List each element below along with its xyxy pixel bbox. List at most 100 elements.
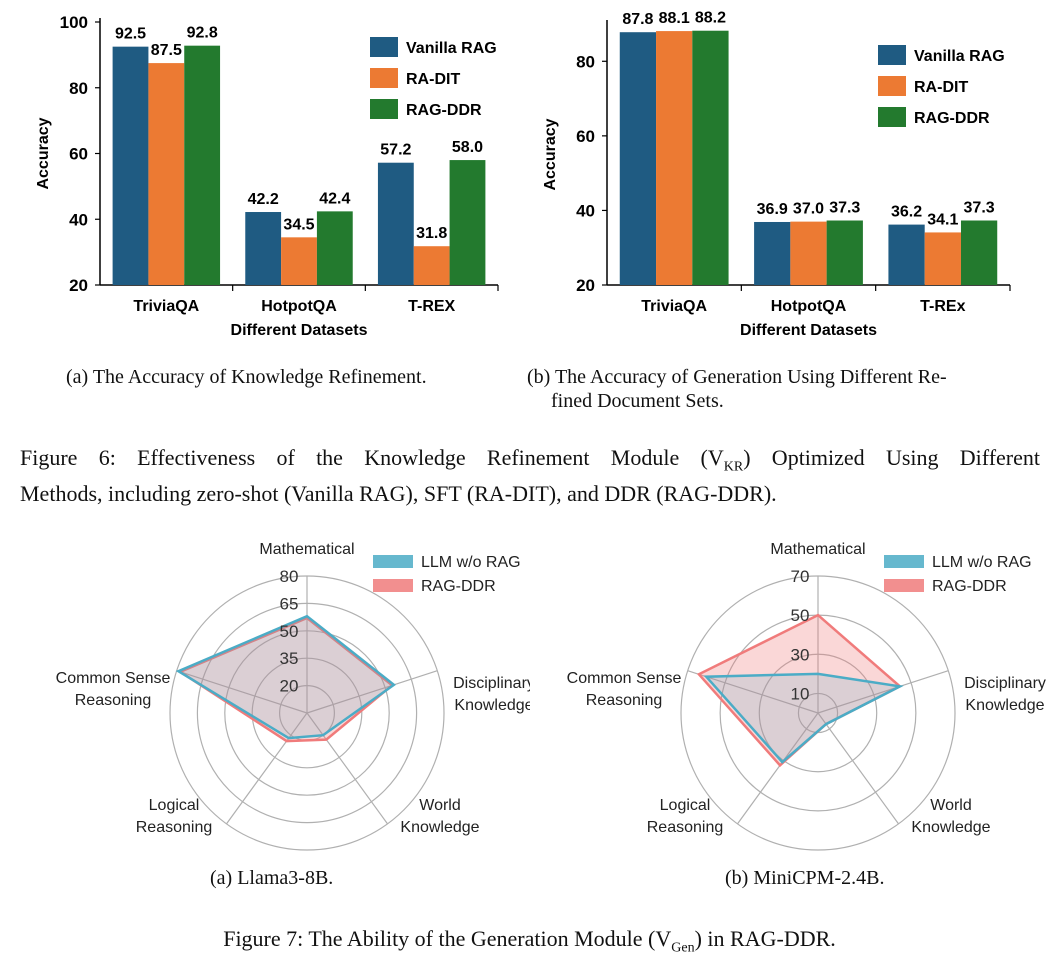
radar-spoke xyxy=(736,712,819,825)
bar xyxy=(924,232,961,285)
y-tick-label: 20 xyxy=(69,276,88,295)
figure-6-caption: Figure 6: Effectiveness of the Knowledge… xyxy=(20,444,1040,507)
x-tick-label: T-REX xyxy=(408,298,455,315)
x-axis-label: Different Datasets xyxy=(231,322,368,339)
axis-label: Reasoning xyxy=(75,692,152,709)
caption-subscript: KR xyxy=(723,459,744,475)
ring-label: 80 xyxy=(280,567,299,586)
figure-7-caption: Figure 7: The Ability of the Generation … xyxy=(0,925,1059,961)
bar xyxy=(619,32,657,286)
radar-spoke xyxy=(306,670,438,714)
legend-swatch xyxy=(370,68,398,88)
legend-label: RA-DIT xyxy=(406,71,460,88)
bar-plot: 20 40 60 80 Accuracy 87.8 88.1 88.2 TriviaQA 36.9… xyxy=(542,10,1011,339)
legend: LLM w/o RAG RAG-DDR xyxy=(373,554,521,595)
radar-spoke xyxy=(306,712,389,825)
radar-chart-llama3: 20 35 50 65 80 Mathematical Disciplinary Knowle… xyxy=(56,541,530,851)
bar xyxy=(656,31,693,285)
axis-label: Reasoning xyxy=(647,819,724,836)
bar xyxy=(449,160,486,285)
bar xyxy=(960,220,998,285)
ring-label: 65 xyxy=(280,594,299,613)
radar-plot: 20 35 50 65 80 Mathematical Disciplinary Knowle… xyxy=(56,541,530,851)
bar xyxy=(281,237,317,285)
radar-spoke xyxy=(225,712,308,825)
legend-label: RAG-DDR xyxy=(914,110,990,127)
subcaption-6a: (a) The Accuracy of Knowledge Refinement… xyxy=(66,366,427,388)
y-tick-label: 60 xyxy=(69,145,88,164)
bar xyxy=(184,45,221,285)
radar-spoke xyxy=(817,670,949,714)
legend-label: LLM w/o RAG xyxy=(932,554,1032,571)
axis-label: Common Sense xyxy=(56,670,171,687)
legend-swatch xyxy=(373,555,413,568)
x-tick-label: T-REx xyxy=(920,298,965,315)
legend-swatch xyxy=(884,555,924,568)
bar xyxy=(413,246,450,285)
axis-label: Disciplinary xyxy=(964,675,1046,692)
axis-label: Reasoning xyxy=(136,819,213,836)
radar-spoke xyxy=(817,712,900,825)
bar-chart-knowledge-refinement: 20 40 60 80 100 Accuracy 92.5 87.5 92.8 TriviaQA 4… xyxy=(35,13,499,339)
ring-label: 35 xyxy=(280,649,299,668)
ring-label: 70 xyxy=(791,567,810,586)
y-tick-label: 80 xyxy=(576,52,595,71)
y-tick-label: 100 xyxy=(60,13,88,32)
ring-label: 10 xyxy=(791,684,810,703)
radar-spoke xyxy=(176,670,308,714)
bar xyxy=(754,221,791,285)
subcaption-7a: (a) Llama3-8B. xyxy=(210,867,334,889)
figure-6-caption-line2: Methods, including zero-shot (Vanilla RA… xyxy=(20,481,777,507)
axis-label: Reasoning xyxy=(586,692,663,709)
data-label: 37.3 xyxy=(829,199,860,216)
axis-label: World xyxy=(419,797,461,814)
legend-swatch xyxy=(373,579,413,592)
data-label: 34.1 xyxy=(927,211,958,228)
bar xyxy=(692,30,729,286)
axis-label: Logical xyxy=(149,797,200,814)
radar-series-0 xyxy=(175,614,396,740)
data-label: 42.2 xyxy=(248,191,279,208)
ring-label: 50 xyxy=(791,606,810,625)
axis-label: Mathematical xyxy=(259,541,354,558)
y-tick-label: 20 xyxy=(576,276,595,295)
bar-chart-generation-accuracy: 20 40 60 80 Accuracy 87.8 88.1 88.2 TriviaQA 36.9… xyxy=(542,10,1011,339)
legend: Vanilla RAG RA-DIT RAG-DDR xyxy=(878,45,1005,127)
legend-swatch xyxy=(878,107,906,127)
legend-label: RA-DIT xyxy=(914,79,968,96)
data-label: 87.5 xyxy=(151,42,182,59)
data-label: 88.2 xyxy=(695,10,726,27)
legend-swatch xyxy=(884,579,924,592)
data-label: 34.5 xyxy=(283,216,314,233)
x-tick-label: HotpotQA xyxy=(771,298,847,315)
y-tick-label: 80 xyxy=(69,79,88,98)
data-label: 58.0 xyxy=(452,139,483,156)
legend-label: RAG-DDR xyxy=(932,578,1007,595)
subcaption-6b-line1: (b) The Accuracy of Generation Using Dif… xyxy=(527,366,947,388)
bar xyxy=(377,162,414,285)
axis-label: Logical xyxy=(660,797,711,814)
y-tick-label: 60 xyxy=(576,127,595,146)
x-tick-label: HotpotQA xyxy=(261,298,337,315)
y-tick-label: 40 xyxy=(576,201,595,220)
axis-label: Mathematical xyxy=(770,541,865,558)
data-label: 92.5 xyxy=(115,26,146,43)
ring-label: 20 xyxy=(280,677,299,696)
legend-swatch xyxy=(878,45,906,65)
caption-text-end: ) in RAG-DDR. xyxy=(694,926,836,951)
data-label: 37.3 xyxy=(964,199,995,216)
axis-label: Disciplinary xyxy=(453,675,530,692)
legend-label: RAG-DDR xyxy=(421,578,496,595)
ring-label: 30 xyxy=(791,645,810,664)
bar xyxy=(148,63,185,285)
subcaption-7b: (b) MiniCPM-2.4B. xyxy=(725,867,885,889)
bar xyxy=(316,211,353,285)
axis-label: World xyxy=(930,797,972,814)
subcaption-6b: (b) The Accuracy of Generation Using Dif… xyxy=(527,365,1027,413)
legend-label: LLM w/o RAG xyxy=(421,554,521,571)
bar xyxy=(888,224,925,285)
bar xyxy=(112,46,149,285)
axis-label: Knowledge xyxy=(911,819,990,836)
data-label: 36.2 xyxy=(891,204,922,221)
x-tick-label: TriviaQA xyxy=(133,298,199,315)
